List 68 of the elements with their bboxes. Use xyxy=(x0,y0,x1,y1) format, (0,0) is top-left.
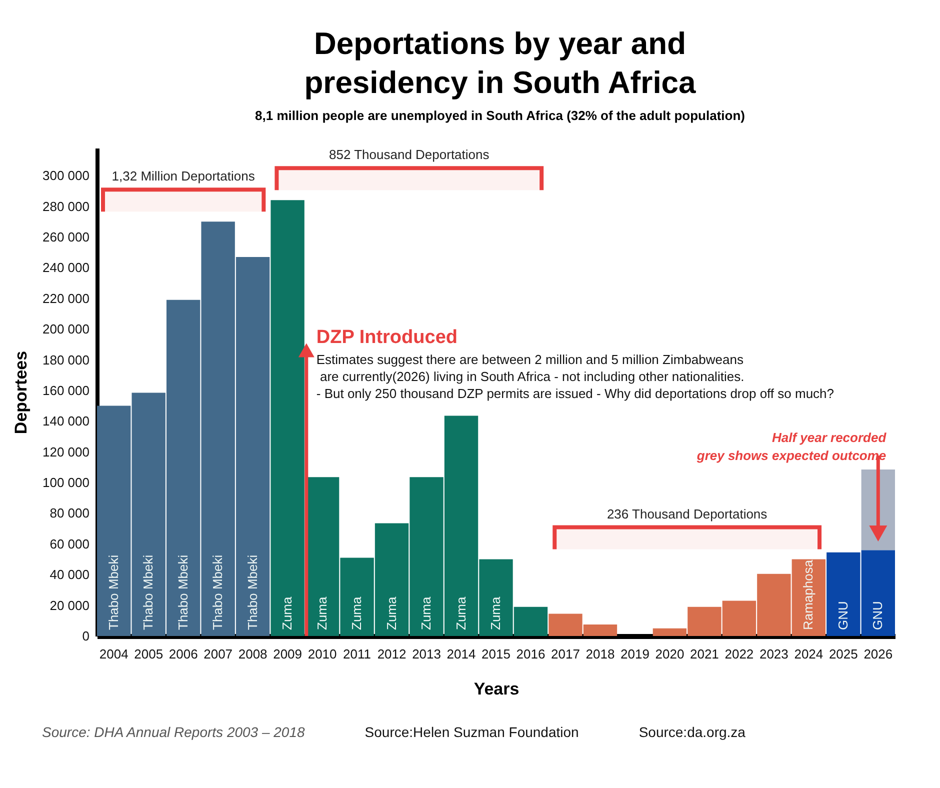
x-tick-label: 2010 xyxy=(308,646,337,662)
chart-title: Deportations by year and presidency in South Africa xyxy=(303,25,697,102)
x-tick-label: 2004 xyxy=(99,646,128,662)
y-tick-label: 120 000 xyxy=(42,444,90,460)
x-tick-label: 2005 xyxy=(134,646,164,662)
x-tick-label: 2009 xyxy=(273,646,302,662)
y-tick-label: 260 000 xyxy=(42,230,90,245)
x-tick-label: 2024 xyxy=(794,646,824,662)
x-axis-title: Years xyxy=(474,680,520,698)
y-tick-label: 180 000 xyxy=(42,352,90,368)
annotation: Estimates suggest there are between 2 million and 5 million Zimbabweans are currently(2026) living in South Africa - not including other nationalities. - But only 250 thousand DZP permits are issued - Why did deportations drop off so much? xyxy=(316,351,834,402)
series-label: Thabo Mbeki xyxy=(106,554,121,630)
text: Thabo Mbeki xyxy=(140,554,156,630)
x-tick-label: 2006 xyxy=(168,646,198,662)
y-tick-label: 280 000 xyxy=(42,198,90,214)
y-tick-label: 240 000 xyxy=(42,260,90,276)
text: Zuma xyxy=(384,596,399,630)
text: Zuma xyxy=(314,596,330,630)
text: Thabo Mbeki xyxy=(210,554,226,630)
x-tick-label: 2014 xyxy=(446,646,476,662)
source-note: Source:Helen Suzman Foundation xyxy=(364,724,579,740)
x-tick-label: 2013 xyxy=(412,646,441,662)
x-tick-label: 2015 xyxy=(482,646,510,662)
text: GNU xyxy=(870,601,886,630)
x-tick-label: 2023 xyxy=(759,646,788,662)
series-label: GNU xyxy=(835,601,850,630)
x-tick-label: 2019 xyxy=(620,646,650,662)
y-tick-label: 200 000 xyxy=(42,322,90,337)
x-tick-label: 2025 xyxy=(828,646,858,662)
y-axis-title: Deportees xyxy=(12,350,31,434)
source-note: Source: DHA Annual Reports 2003 – 2018 xyxy=(42,724,305,740)
y-tick-label: 300 000 xyxy=(42,168,90,184)
text: Thabo Mbeki xyxy=(244,554,260,630)
x-tick-label: 2008 xyxy=(238,646,268,662)
x-tick-label: 2020 xyxy=(655,646,684,662)
y-tick-label: 60 000 xyxy=(50,536,90,552)
legend-label: DZP Introduced xyxy=(316,327,458,350)
x-tick-label: 2018 xyxy=(586,646,615,662)
source-note: Source:da.org.za xyxy=(638,724,746,740)
text: Zuma xyxy=(349,596,364,630)
series-label: Ramaphosa xyxy=(800,559,816,630)
y-tick-label: 140 000 xyxy=(42,414,90,429)
text: Zuma xyxy=(418,596,434,630)
annotation: Half year recorded grey shows expected outcome xyxy=(696,429,886,466)
band-label: 1,32 Million Deportations xyxy=(112,168,256,184)
y-tick-label: 80 000 xyxy=(50,506,90,521)
text: Thabo Mbeki xyxy=(175,554,190,630)
series-label: Zuma xyxy=(280,596,295,630)
x-tick-label: 2007 xyxy=(204,646,233,662)
x-tick-label: 2022 xyxy=(724,646,754,662)
text: Zuma xyxy=(488,596,503,630)
y-tick-label: 160 000 xyxy=(42,382,90,398)
chart-subtitle: 8,1 million people are unemployed in South Africa (32% of the adult population) xyxy=(254,108,746,123)
bar xyxy=(270,200,304,636)
band-label: 852 Thousand Deportations xyxy=(329,147,490,162)
text: Zuma xyxy=(453,596,468,630)
x-tick-label: 2012 xyxy=(377,646,406,662)
y-tick-label: 100 000 xyxy=(42,475,90,490)
y-tick-label: 20 000 xyxy=(50,598,90,613)
y-tick-label: 220 000 xyxy=(42,290,90,306)
x-tick-label: 2011 xyxy=(343,646,372,662)
band-label: 236 Thousand Deportations xyxy=(606,506,768,522)
y-tick-label: 0 xyxy=(82,628,90,644)
x-tick-label: 2016 xyxy=(516,646,546,662)
x-tick-label: 2026 xyxy=(864,646,893,662)
y-tick-label: 40 000 xyxy=(50,567,90,582)
x-tick-label: 2017 xyxy=(551,646,580,662)
x-tick-label: 2021 xyxy=(690,646,719,662)
